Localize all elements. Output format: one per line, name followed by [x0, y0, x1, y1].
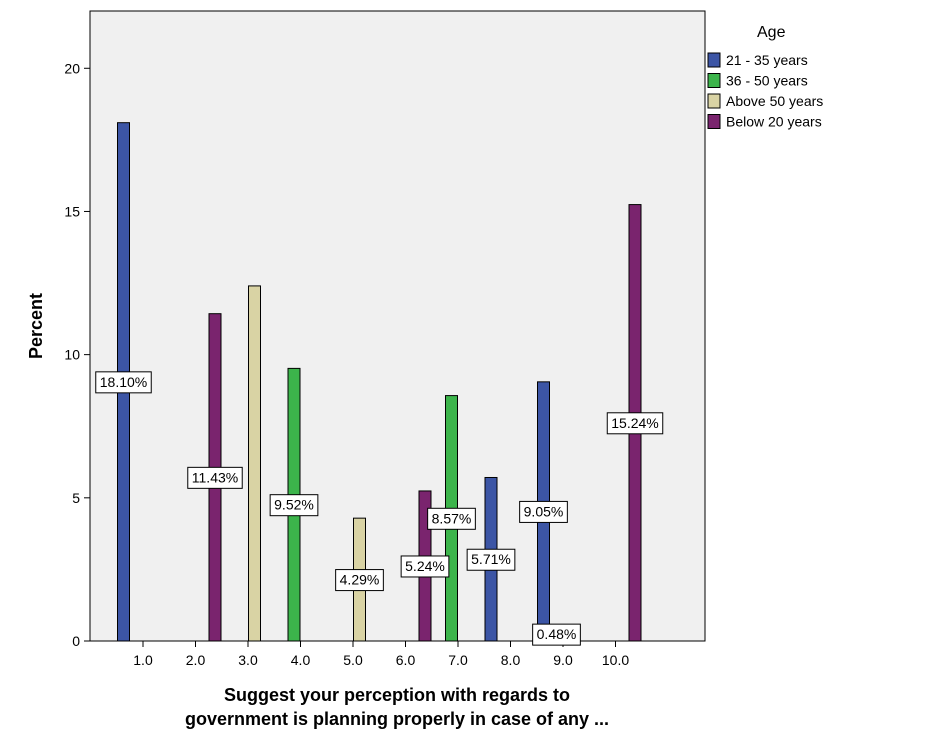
x-axis-title-line-1: Suggest your perception with regards to: [224, 685, 570, 705]
legend-label: Above 50 years: [726, 93, 823, 109]
data-label-box: [400, 555, 450, 578]
x-tick-label: 3.0: [238, 652, 258, 668]
x-axis: 1.0 2.0 3.0 4.0 5.0 6.0 7.0 8.0 9.0 10.0: [133, 641, 629, 668]
plot-area: [89, 10, 706, 642]
legend: Age 21 - 35 years 36 - 50 years Above 50 y…: [707, 24, 823, 130]
y-tick-label: 0: [72, 633, 80, 649]
y-axis: 0 5 10 15 20: [64, 60, 90, 649]
data-label: 5.24%: [405, 558, 445, 574]
x-tick-label: 5.0: [343, 652, 363, 668]
x-tick-label: 6.0: [396, 652, 416, 668]
y-tick-label: 10: [64, 347, 80, 363]
data-label-box: [95, 371, 152, 394]
legend-label: Below 20 years: [726, 114, 822, 130]
x-tick-label: 7.0: [448, 652, 468, 668]
legend-swatch: [707, 93, 721, 109]
x-tick-label: 8.0: [501, 652, 521, 668]
data-label-box: [466, 548, 516, 571]
legend-swatch: [707, 52, 721, 68]
x-tick-label: 2.0: [186, 652, 206, 668]
x-tick-label: 10.0: [602, 652, 629, 668]
data-label: 0.48%: [537, 626, 577, 642]
data-label: 9.52%: [274, 497, 314, 513]
x-tick-label: 9.0: [553, 652, 573, 668]
legend-swatch: [707, 114, 721, 129]
y-tick-label: 5: [72, 490, 80, 506]
legend-swatch: [707, 73, 721, 88]
data-label: 8.57%: [432, 510, 472, 526]
data-label: 11.43%: [192, 469, 238, 485]
x-axis-title-line-2: government is planning properly in case …: [185, 709, 609, 729]
data-label-box: [532, 623, 581, 646]
y-axis-title: Percent: [26, 293, 46, 359]
data-label: 18.10%: [100, 374, 147, 390]
y-tick-label: 15: [64, 203, 80, 219]
legend-title: Age: [757, 24, 786, 41]
data-label-box: [606, 412, 664, 435]
data-label: 4.29%: [340, 572, 380, 588]
legend-label: 36 - 50 years: [726, 73, 808, 89]
data-label-box: [187, 466, 243, 489]
data-label-box: [427, 507, 476, 530]
x-tick-label: 1.0: [133, 652, 153, 668]
data-labels: 18.10% 11.43% 9.52% 4.29% 5.24% 8.57% 5.71% 9.0…: [95, 371, 664, 646]
y-tick-label: 20: [64, 60, 80, 76]
data-label-box: [519, 500, 568, 523]
data-label-box: [335, 569, 384, 592]
data-label: 9.05%: [524, 503, 564, 519]
legend-label: 21 - 35 years: [726, 52, 808, 68]
x-tick-label: 4.0: [291, 652, 311, 668]
bar: [248, 285, 261, 642]
data-label: 15.24%: [611, 415, 658, 431]
data-label: 5.71%: [471, 551, 511, 567]
data-label-box: [269, 494, 319, 517]
